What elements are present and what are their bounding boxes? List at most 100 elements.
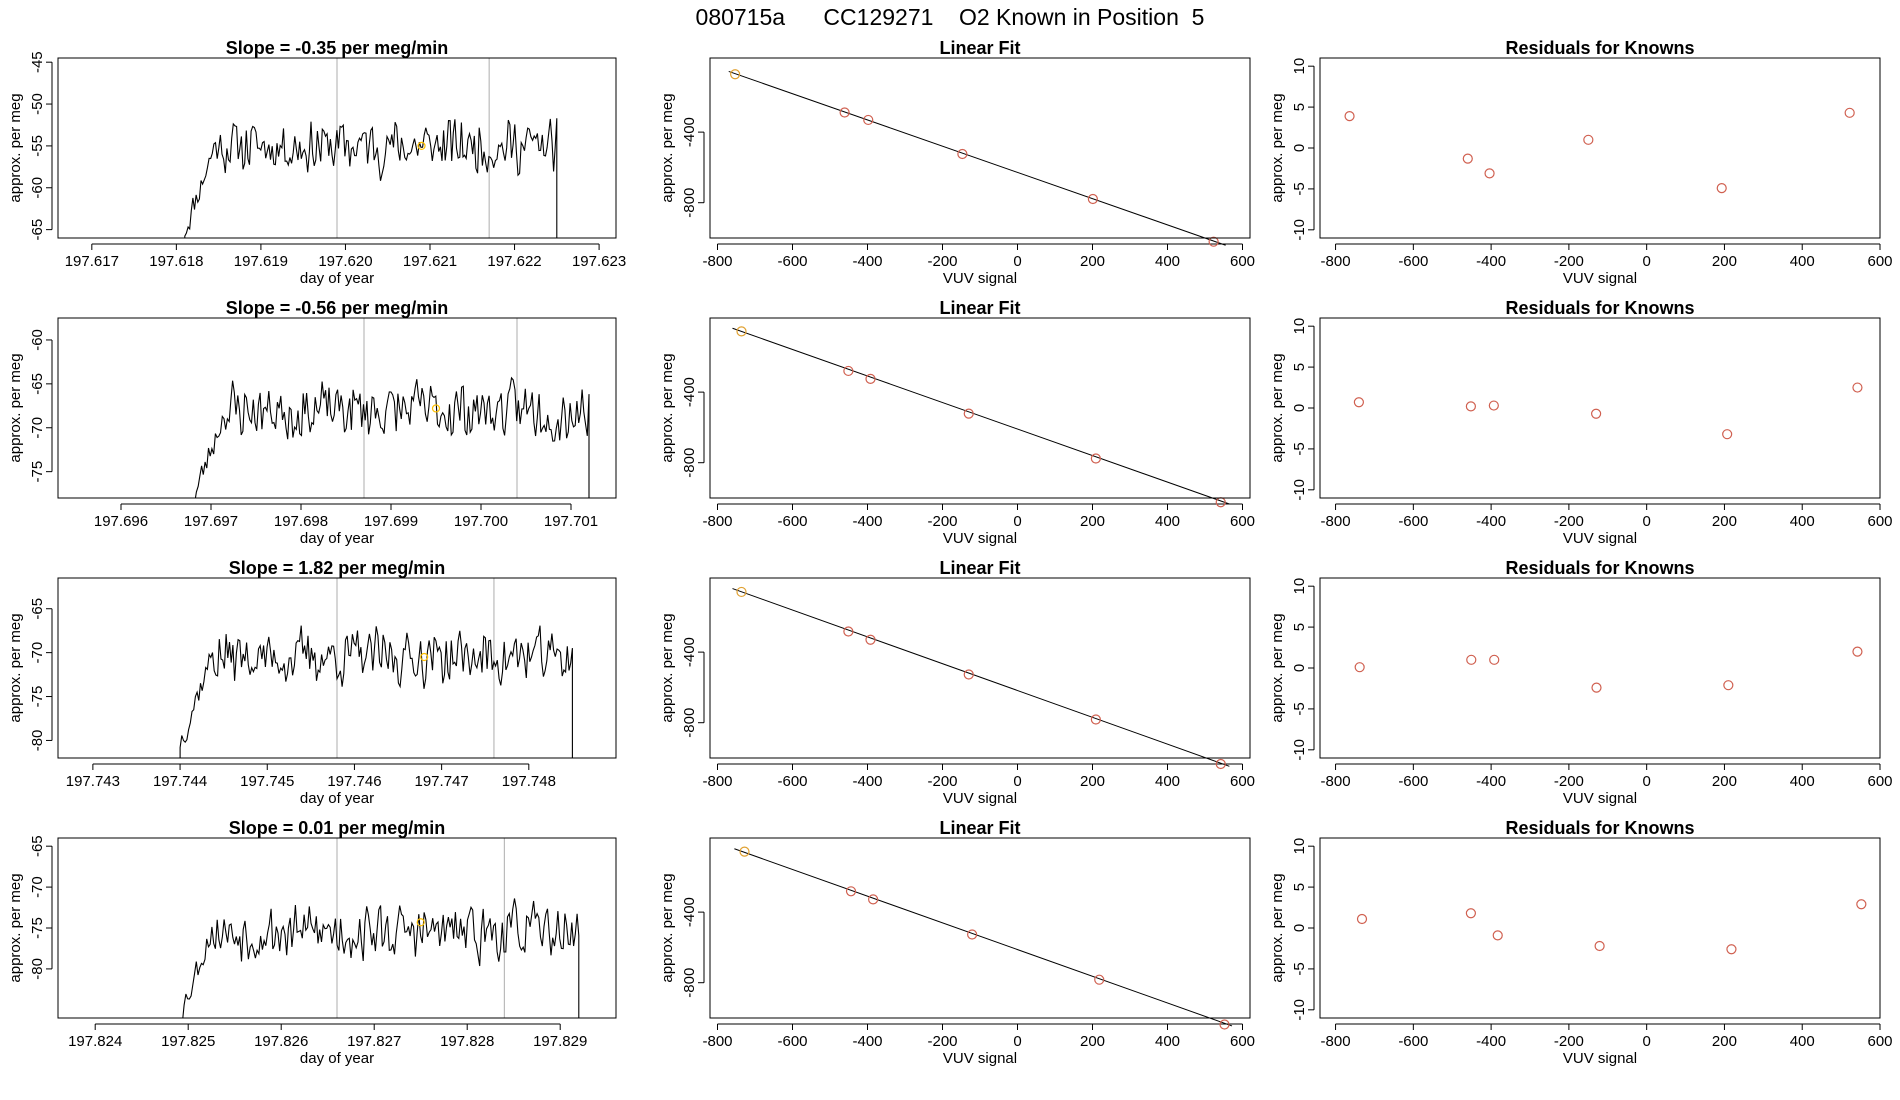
- x-tick-label: -400: [1476, 1033, 1506, 1050]
- data-point: [843, 365, 854, 377]
- panel-title: Linear Fit: [939, 298, 1020, 318]
- x-tick-label: 197.828: [440, 1033, 494, 1050]
- residual-point: [1856, 899, 1867, 910]
- plot-frame: [1319, 577, 1881, 759]
- x-tick-label: 0: [1013, 1033, 1021, 1050]
- plot-frame: [709, 317, 1251, 499]
- y-tick-label: -80: [29, 730, 46, 752]
- y-tick-label: -10: [1291, 219, 1308, 241]
- residual-point: [1353, 397, 1364, 408]
- data-point: [1090, 714, 1101, 725]
- panel-fit-3: Linear Fit -800 -600 -400 -200 0 200 400 600 VUV …: [659, 818, 1255, 1067]
- x-tick-label: 600: [1230, 1033, 1255, 1050]
- x-tick-label: 197.826: [254, 1033, 308, 1050]
- x-tick-label: 400: [1790, 773, 1815, 790]
- x-tick-label: -600: [1398, 1033, 1428, 1050]
- y-axis-label: approx. per meg: [1269, 613, 1286, 722]
- residual-point: [1716, 182, 1727, 194]
- residual-point: [1591, 682, 1602, 693]
- plot-area: [182, 838, 580, 1018]
- panel-resid-2: Residuals for Knowns -800 -600 -400 -200 0 200…: [1269, 558, 1893, 807]
- x-tick-label: 200: [1080, 773, 1105, 790]
- x-tick-label: -200: [1554, 253, 1584, 270]
- data-point: [843, 626, 854, 637]
- x-tick-label: -800: [702, 253, 732, 270]
- panel-title: Residuals for Knowns: [1505, 298, 1694, 318]
- x-tick-label: -600: [777, 513, 807, 530]
- residual-point: [1591, 408, 1602, 419]
- x-tick-label: 200: [1712, 253, 1737, 270]
- x-tick-label: 197.827: [347, 1033, 401, 1050]
- y-tick-label: -70: [29, 876, 46, 898]
- residual-point: [1462, 153, 1473, 164]
- data-point: [736, 586, 747, 598]
- x-tick-label: -200: [927, 773, 957, 790]
- x-tick-label: 197.744: [153, 773, 207, 790]
- x-tick-label: 0: [1642, 253, 1650, 270]
- x-tick-label: -800: [1321, 253, 1351, 270]
- x-tick-label: 600: [1867, 1033, 1892, 1050]
- data-trace: [182, 898, 580, 1018]
- x-tick-label: -400: [1476, 773, 1506, 790]
- plot-frame: [709, 57, 1251, 239]
- x-tick-label: -800: [1321, 1033, 1351, 1050]
- data-point: [967, 929, 978, 940]
- x-tick-label: 0: [1013, 513, 1021, 530]
- panel-title: Slope = -0.56 per meg/min: [226, 298, 449, 318]
- x-tick-label: 197.623: [572, 253, 626, 270]
- panel-time-2: Slope = 1.82 per meg/min 197.743 197.744 19…: [7, 558, 617, 807]
- x-tick-label: 400: [1155, 253, 1180, 270]
- y-tick-label: -400: [681, 637, 698, 667]
- x-tick-label: -200: [1554, 513, 1584, 530]
- x-tick-label: -600: [777, 1033, 807, 1050]
- x-tick-label: -800: [702, 773, 732, 790]
- y-tick-label: -10: [1291, 999, 1308, 1021]
- x-axis-label: VUV signal: [943, 790, 1017, 807]
- x-tick-label: -400: [1476, 253, 1506, 270]
- y-tick-label: -800: [681, 188, 698, 218]
- y-tick-label: -10: [1291, 739, 1308, 761]
- x-tick-label: 197.825: [161, 1033, 215, 1050]
- y-tick-label: -65: [29, 373, 46, 395]
- y-tick-label: 5: [1291, 623, 1308, 631]
- x-tick-label: 197.748: [502, 773, 556, 790]
- panel-resid-0: Residuals for Knowns -800 -600 -400 -200 0 200…: [1269, 38, 1893, 287]
- y-axis-label: approx. per meg: [659, 353, 676, 462]
- y-axis-label: approx. per meg: [1269, 93, 1286, 202]
- data-point: [868, 894, 879, 905]
- x-tick-label: -200: [1554, 1033, 1584, 1050]
- x-axis-label: VUV signal: [943, 530, 1017, 547]
- y-tick-label: 0: [1291, 404, 1308, 412]
- x-tick-label: 400: [1790, 513, 1815, 530]
- data-point: [1208, 236, 1219, 247]
- x-tick-label: 197.746: [327, 773, 381, 790]
- x-tick-label: 600: [1230, 513, 1255, 530]
- y-tick-label: -5: [1291, 182, 1308, 195]
- y-tick-label: -45: [29, 51, 46, 73]
- data-point: [730, 69, 741, 80]
- y-tick-label: 10: [1291, 578, 1308, 595]
- x-axis-label: VUV signal: [1563, 530, 1637, 547]
- y-tick-label: -60: [29, 329, 46, 351]
- x-tick-label: -600: [777, 773, 807, 790]
- panel-title: Residuals for Knowns: [1505, 558, 1694, 578]
- y-tick-label: 5: [1291, 363, 1308, 371]
- y-tick-label: 0: [1291, 924, 1308, 932]
- residual-point: [1465, 908, 1476, 919]
- x-axis-label: VUV signal: [943, 1050, 1017, 1067]
- y-tick-label: -70: [29, 417, 46, 439]
- data-point: [1094, 974, 1105, 985]
- y-tick-label: -800: [681, 448, 698, 478]
- panel-fit-2: Linear Fit -800 -600 -400 -200 0 200 400 600 VUV …: [659, 558, 1255, 807]
- x-tick-label: 200: [1712, 773, 1737, 790]
- residual-point: [1492, 930, 1503, 941]
- residual-point: [1466, 654, 1477, 665]
- data-trace: [194, 376, 590, 498]
- data-point: [1219, 1019, 1230, 1030]
- data-point: [1215, 758, 1226, 770]
- x-tick-label: 600: [1230, 773, 1255, 790]
- x-tick-label: 400: [1155, 773, 1180, 790]
- residual-point: [1488, 400, 1499, 411]
- x-tick-label: -400: [852, 773, 882, 790]
- y-tick-label: -5: [1291, 962, 1308, 975]
